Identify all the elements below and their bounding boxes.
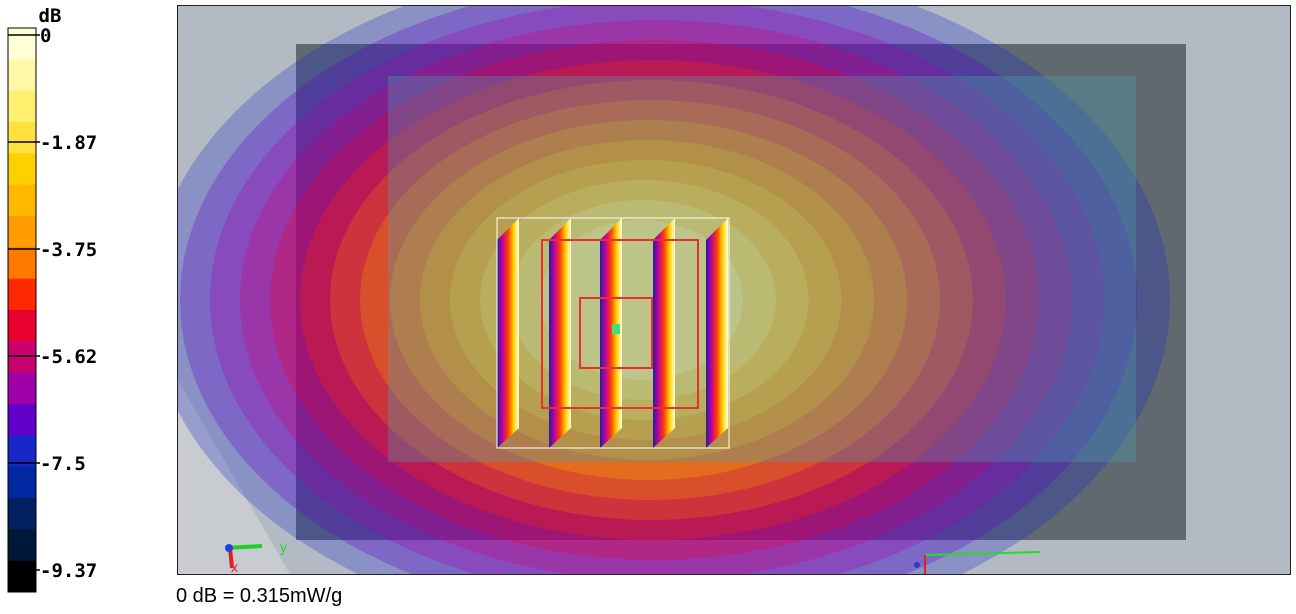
colorbar-band <box>8 59 36 92</box>
colorbar-band <box>8 310 36 342</box>
scan-stripe <box>653 218 675 448</box>
colorbar-tick-label: -5.62 <box>40 346 97 368</box>
colorbar-band <box>8 560 36 593</box>
footer-note: 0 dB = 0.315mW/g <box>176 585 342 607</box>
axis-z-icon <box>225 544 233 552</box>
axis-x-label: x <box>231 559 238 575</box>
zoom-cube <box>541 239 699 409</box>
colorbar-band <box>8 435 36 468</box>
scan-stripe <box>600 218 622 448</box>
colorbar-band <box>8 278 36 311</box>
colorbar-band <box>8 122 36 154</box>
cube-frame <box>496 217 730 449</box>
colorbar: 0 -1.87 -3.75 -5.62 -7.5 -9.37 <box>7 25 97 593</box>
contour <box>450 160 842 440</box>
scene: y x <box>178 6 1186 575</box>
phantom-edge <box>178 380 290 574</box>
colorbar-band <box>8 28 36 60</box>
scan-stripe <box>497 218 519 448</box>
phantom-flat <box>296 44 1186 540</box>
colorbar-unit: dB <box>39 5 62 27</box>
colorbar-band <box>8 404 36 436</box>
colorbar-tick-label: -9.37 <box>40 560 97 582</box>
colorbar-band <box>8 184 36 217</box>
orient-y <box>924 551 1041 556</box>
scan-stripe <box>549 218 571 448</box>
scan-volume <box>497 218 728 448</box>
colorbar-tick-label: -1.87 <box>40 132 97 154</box>
colorbar-tick-label: 0 <box>40 25 51 47</box>
peak-marker <box>612 324 620 334</box>
colorbar-tick-label: -3.75 <box>40 239 97 261</box>
colorbar-band <box>8 529 36 562</box>
colorbar-band <box>8 466 36 499</box>
colorbar-band <box>8 153 36 186</box>
colorbar-band <box>8 372 36 405</box>
colorbar-band <box>8 341 36 374</box>
colorbar-band <box>8 90 36 123</box>
colorbar-band <box>8 498 36 530</box>
colorbar-tick-label: -7.5 <box>40 453 86 475</box>
orient-z <box>914 562 920 568</box>
colorbar-border <box>7 27 37 593</box>
colorbar-band <box>8 216 36 248</box>
contour <box>540 220 743 380</box>
contour <box>389 120 908 480</box>
peak-cube <box>579 297 653 369</box>
colorbar-band <box>8 247 36 280</box>
contour <box>420 140 875 460</box>
axis-y-label: y <box>280 539 287 555</box>
scan-stripe <box>706 218 728 448</box>
